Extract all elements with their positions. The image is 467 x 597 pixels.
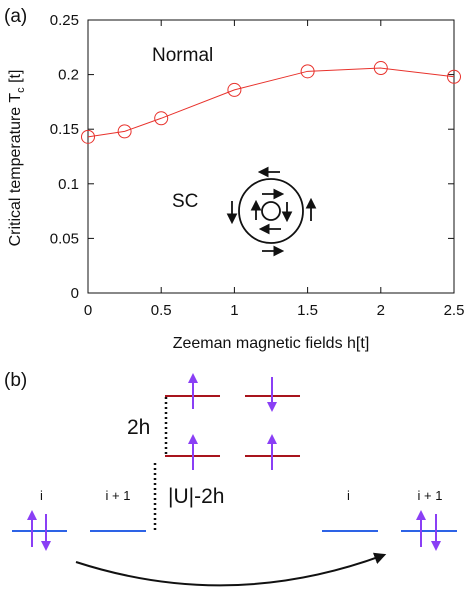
y-tick-label: 0	[71, 285, 79, 302]
tc-series	[81, 61, 461, 144]
energy-level-diagram: 2h |U|-2h i i + 1 i i + 1	[12, 373, 457, 587]
sc-phase-label: SC	[172, 191, 198, 212]
x-axis-label: Zeeman magnetic fields h[t]	[173, 335, 370, 352]
x-tick-label: 2.5	[444, 302, 465, 319]
pair-hopping-arrow	[75, 552, 387, 587]
gap-2h-label: 2h	[127, 416, 150, 439]
gap-U-label: |U|-2h	[168, 485, 224, 508]
y-axis-ticks: 0 0.05 0.1 0.15 0.2 0.25	[50, 12, 454, 302]
site-i-label-right: i	[347, 488, 350, 503]
data-point	[373, 61, 388, 76]
vortex-outer-ring	[238, 178, 304, 244]
series-line	[87, 67, 455, 138]
y-tick-label: 0.15	[50, 121, 79, 138]
data-point	[227, 82, 242, 97]
data-point	[300, 64, 315, 79]
y-tick-label: 0.1	[58, 176, 79, 193]
vortex-spin-icon	[226, 166, 317, 257]
data-point	[447, 69, 461, 84]
site-i1-label-right: i + 1	[418, 488, 443, 503]
normal-phase-label: Normal	[152, 45, 213, 66]
panel-b-label: (b)	[4, 370, 27, 391]
x-tick-label: 2	[377, 302, 385, 319]
x-tick-label: 1.5	[297, 302, 318, 319]
plot-frame	[87, 19, 455, 294]
x-tick-label: 1	[230, 302, 238, 319]
x-tick-label: 0.5	[151, 302, 172, 319]
x-axis-ticks: 0 0.5 1 1.5 2 2.5	[84, 20, 465, 319]
y-axis-label: Critical temperature Tc [t]	[7, 70, 27, 247]
y-axis-label-tail: [t]	[7, 70, 24, 88]
site-i1-label-left: i + 1	[106, 488, 131, 503]
vortex-core	[261, 201, 281, 221]
x-tick-label: 0	[84, 302, 92, 319]
data-point	[117, 124, 132, 139]
y-axis-label-sub: c	[15, 87, 27, 93]
y-tick-label: 0.2	[58, 67, 79, 84]
data-point	[81, 129, 95, 144]
y-tick-label: 0.25	[50, 12, 79, 29]
data-point	[154, 111, 169, 126]
site-i-label-left: i	[40, 488, 43, 503]
panel-a-label: (a)	[4, 6, 27, 27]
y-tick-label: 0.05	[50, 230, 79, 247]
y-axis-label-main: Critical temperature T	[7, 93, 24, 247]
